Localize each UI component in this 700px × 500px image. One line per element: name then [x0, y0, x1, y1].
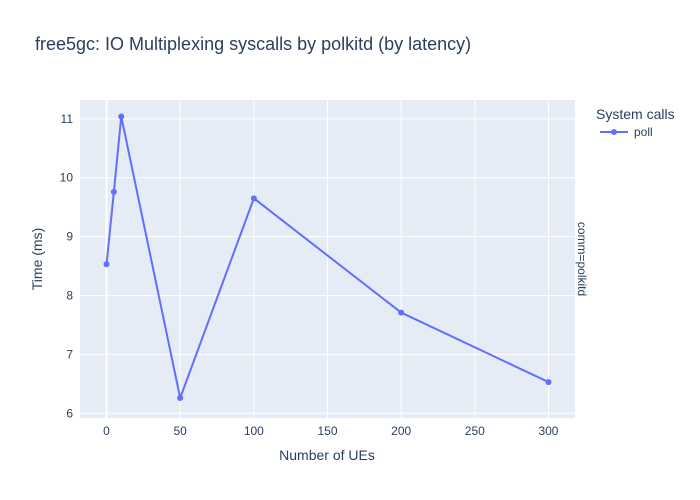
y-tick-label: 8 — [66, 289, 73, 303]
data-point-poll[interactable] — [398, 309, 405, 316]
data-point-poll[interactable] — [118, 113, 125, 120]
legend-item-poll[interactable]: poll — [634, 125, 653, 139]
x-axis-title: Number of UEs — [279, 447, 375, 463]
x-tick-label: 50 — [173, 424, 187, 438]
data-point-poll[interactable] — [177, 394, 184, 401]
x-tick-label: 150 — [317, 424, 337, 438]
series-layer — [103, 113, 552, 401]
data-point-poll[interactable] — [545, 379, 552, 386]
x-tick-label: 250 — [465, 424, 485, 438]
data-point-poll[interactable] — [103, 261, 110, 268]
legend-swatch-marker — [611, 129, 617, 135]
legend-title: System calls — [596, 106, 675, 122]
x-axis-ticks: 0 50 100 150 200 250 300 — [103, 424, 559, 438]
data-point-poll[interactable] — [110, 188, 117, 195]
facet-label: comm=polkitd — [575, 222, 589, 296]
y-tick-label: 11 — [61, 112, 74, 126]
y-tick-label: 7 — [66, 347, 73, 361]
y-tick-label: 6 — [66, 406, 73, 420]
y-tick-label: 9 — [66, 230, 73, 244]
x-tick-label: 0 — [103, 424, 110, 438]
y-axis-title: Time (ms) — [29, 228, 45, 290]
y-tick-label: 10 — [60, 171, 74, 185]
chart-title: free5gc: IO Multiplexing syscalls by pol… — [35, 34, 471, 54]
x-tick-label: 200 — [391, 424, 411, 438]
grid — [80, 100, 575, 418]
x-tick-label: 300 — [538, 424, 558, 438]
data-point-poll[interactable] — [250, 195, 257, 202]
x-tick-label: 100 — [244, 424, 264, 438]
legend[interactable]: System calls poll — [596, 106, 675, 139]
y-axis-ticks: 6 7 8 9 10 11 — [60, 112, 74, 420]
